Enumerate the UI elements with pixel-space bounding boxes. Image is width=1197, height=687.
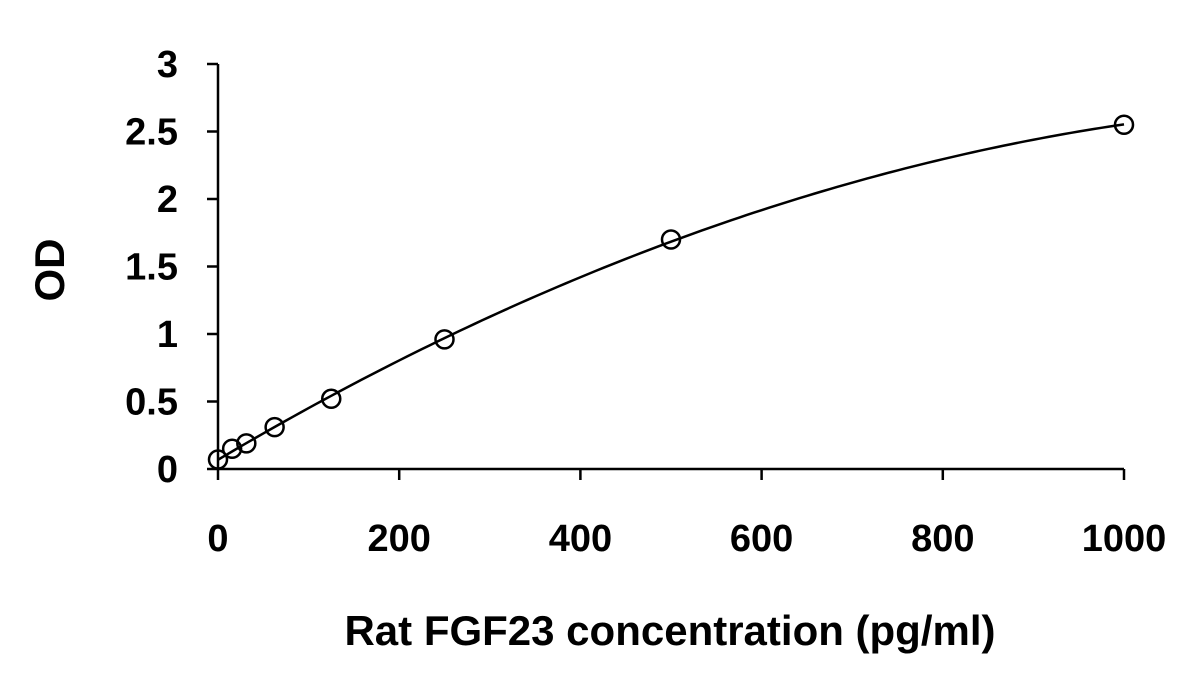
data-point [1113,114,1135,135]
fit-curve-line [217,123,1125,461]
y-tick-label: 0.5 [125,382,178,424]
y-tick-label: 3 [157,44,178,86]
x-tick-label: 1000 [1082,518,1167,560]
y-axis-ticks: 0 0.5 1 1.5 2 2.5 3 [125,44,218,491]
y-tick-label: 1.5 [125,247,178,289]
x-tick-label: 200 [367,518,430,560]
x-axis-title: Rat FGF23 concentration (pg/ml) [344,607,995,654]
y-tick-label: 1 [157,314,178,356]
x-tick-label: 400 [549,518,612,560]
data-point [264,416,285,438]
data-point [660,229,682,250]
axes: 0 0.5 1 1.5 2 2.5 3 0 200 400 600 800 1000 [125,44,1166,560]
data-point [434,329,455,350]
x-axis-ticks: 0 200 400 600 800 1000 [207,469,1166,560]
data-point [207,449,229,470]
x-tick-label: 600 [730,518,793,560]
data-point [321,388,342,410]
data-point [236,433,257,454]
y-tick-label: 2 [157,179,178,221]
y-tick-label: 2.5 [125,112,178,154]
y-tick-label: 0 [157,449,178,491]
x-tick-label: 0 [207,518,228,560]
x-tick-label: 800 [911,518,974,560]
data-point [221,438,243,459]
y-axis-title: OD [26,239,73,302]
data-points [207,114,1135,470]
